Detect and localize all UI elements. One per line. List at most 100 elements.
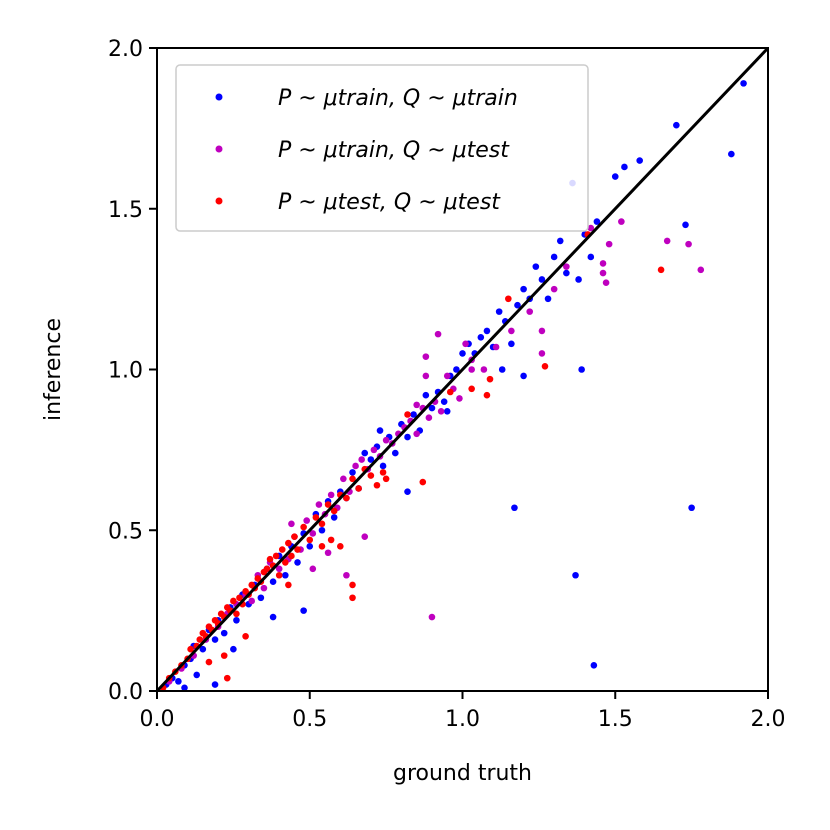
data-point-series-2: [337, 543, 344, 550]
data-point-series-0: [578, 366, 585, 373]
data-point-series-1: [618, 218, 625, 225]
data-point-series-2: [486, 375, 494, 383]
legend-marker: [215, 93, 223, 101]
data-point-series-1: [563, 263, 570, 270]
data-point-series-0: [440, 398, 448, 405]
data-point-series-1: [538, 327, 546, 335]
data-point-series-1: [275, 565, 283, 573]
data-point-series-0: [498, 366, 506, 373]
data-point-series-0: [306, 543, 314, 550]
data-point-series-2: [196, 636, 204, 643]
x-tick-label: 1.0: [445, 707, 480, 732]
data-point-series-2: [324, 501, 332, 508]
y-axis-label: inference: [41, 318, 66, 421]
data-point-series-2: [300, 523, 307, 531]
data-point-series-0: [477, 334, 485, 341]
data-point-series-0: [404, 433, 411, 441]
data-point-series-0: [428, 404, 436, 412]
data-point-series-2: [285, 539, 292, 547]
data-point-series-0: [379, 462, 387, 470]
data-point-series-1: [340, 475, 347, 483]
data-point-series-0: [688, 504, 695, 512]
data-point-series-0: [575, 276, 582, 283]
data-point-series-2: [349, 475, 356, 483]
data-point-series-2: [233, 610, 240, 618]
data-point-series-2: [272, 552, 280, 560]
data-point-series-2: [278, 546, 286, 553]
points-layer: [159, 80, 747, 692]
data-point-series-0: [514, 301, 521, 309]
data-point-series-0: [621, 163, 628, 171]
data-point-series-0: [294, 559, 301, 566]
data-point-series-0: [404, 488, 411, 495]
identity-reference-line: [155, 46, 770, 693]
data-point-series-1: [413, 430, 420, 438]
data-point-series-2: [294, 546, 301, 553]
data-point-series-0: [636, 157, 643, 164]
data-point-series-1: [492, 343, 500, 351]
data-point-series-2: [312, 514, 320, 521]
data-point-series-1: [352, 462, 359, 470]
data-point-series-1: [456, 395, 463, 402]
data-point-series-2: [285, 581, 292, 589]
data-point-series-2: [367, 472, 375, 479]
legend-marker: [215, 197, 223, 205]
data-point-series-1: [434, 330, 442, 338]
data-point-series-0: [391, 449, 399, 457]
data-point-series-2: [355, 485, 362, 492]
data-point-series-1: [309, 565, 317, 573]
data-point-series-0: [175, 678, 182, 685]
data-point-series-0: [282, 571, 289, 579]
legend-label: P ~ μtrain, Q ~ μtrain: [278, 86, 518, 111]
data-point-series-2: [541, 362, 549, 370]
data-point-series-2: [343, 494, 350, 502]
data-point-series-2: [468, 385, 475, 393]
data-point-series-1: [437, 407, 445, 415]
x-tick-label: 0.5: [292, 707, 327, 732]
data-point-series-0: [590, 661, 598, 669]
data-point-series-2: [349, 594, 356, 602]
data-point-series-1: [315, 501, 323, 508]
data-point-series-0: [422, 391, 430, 399]
data-point-series-1: [425, 414, 433, 422]
data-point-series-0: [611, 173, 619, 180]
data-point-series-0: [376, 427, 384, 434]
y-tick-label: 2.0: [108, 37, 143, 62]
x-tick-label: 2.0: [751, 707, 786, 732]
data-point-series-1: [288, 520, 295, 528]
data-point-series-1: [508, 327, 515, 335]
data-point-series-1: [599, 269, 607, 277]
data-point-series-0: [410, 411, 417, 418]
data-point-series-1: [480, 366, 488, 373]
data-point-series-0: [544, 295, 552, 303]
data-point-series-1: [309, 530, 317, 537]
data-point-series-0: [211, 636, 219, 643]
data-point-series-0: [300, 607, 307, 614]
data-point-series-0: [220, 629, 228, 637]
data-point-series-1: [343, 571, 350, 579]
x-axis-ticks: 0.0 0.5 1.0 1.5 2.0: [140, 691, 786, 732]
data-point-series-2: [223, 674, 231, 682]
data-point-series-0: [193, 671, 201, 679]
data-point-series-0: [367, 456, 375, 463]
data-point-series-2: [236, 594, 243, 602]
data-point-series-0: [538, 276, 546, 283]
data-point-series-0: [520, 285, 527, 293]
data-point-series-1: [370, 446, 378, 454]
data-point-series-0: [269, 578, 277, 585]
data-point-series-0: [230, 645, 237, 653]
y-tick-label: 1.0: [108, 359, 143, 384]
legend-marker: [215, 145, 223, 153]
data-point-series-0: [330, 514, 338, 521]
data-point-series-0: [269, 613, 277, 621]
data-point-series-0: [550, 253, 558, 261]
data-point-series-1: [697, 266, 705, 274]
y-tick-label: 0.5: [108, 519, 143, 544]
x-axis-label: ground truth: [393, 761, 532, 786]
data-point-series-2: [349, 581, 356, 589]
data-point-series-0: [361, 449, 369, 457]
data-point-series-2: [282, 559, 289, 566]
data-point-series-1: [361, 533, 369, 540]
data-point-series-0: [443, 407, 451, 415]
data-point-series-1: [663, 237, 671, 245]
